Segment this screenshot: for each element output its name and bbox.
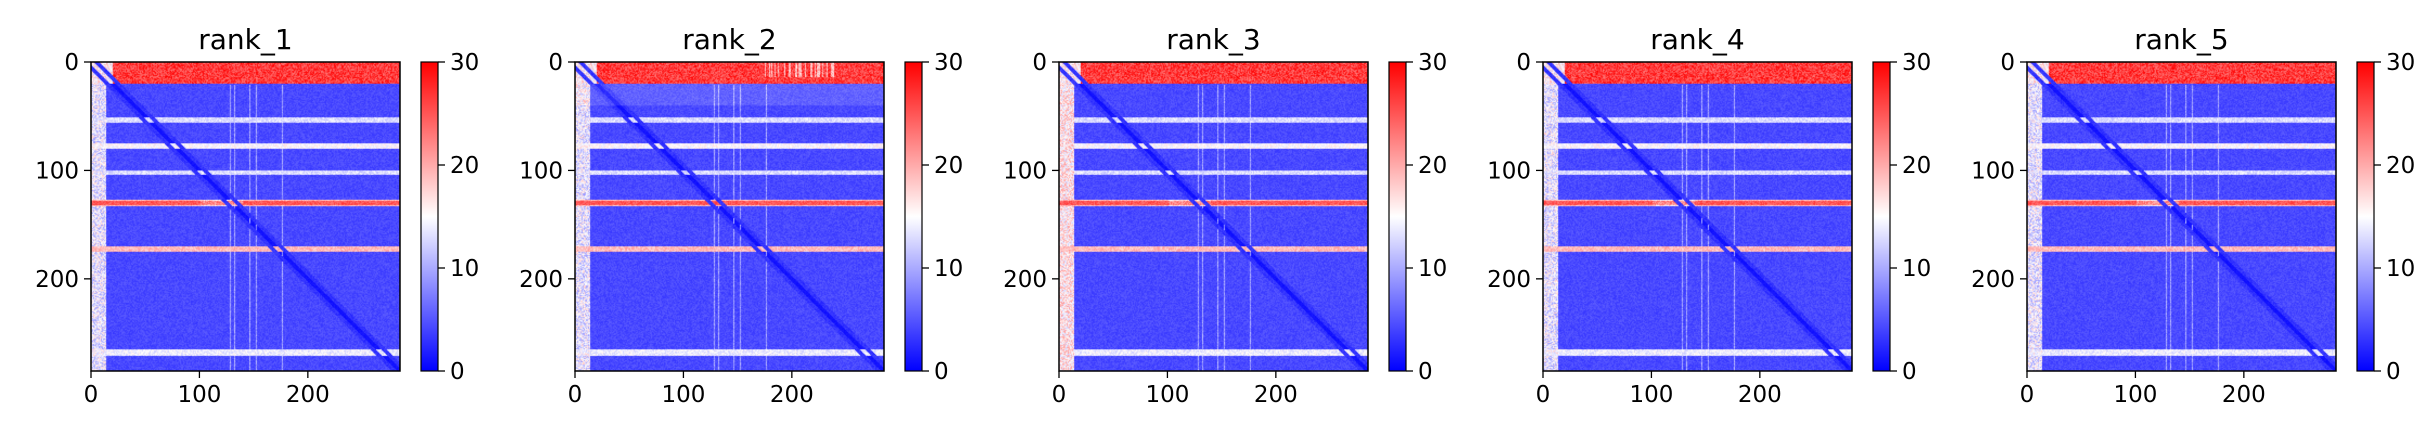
panel-title: rank_4	[1650, 23, 1744, 56]
y-tick-label: 0	[2000, 50, 2015, 76]
y-tick-label: 100	[1003, 158, 1047, 184]
y-tick-label: 200	[35, 267, 79, 293]
colorbar-tick-label: 0	[450, 359, 465, 385]
colorbar-tick-label: 10	[934, 256, 963, 282]
heatmap-image	[91, 62, 400, 371]
heatmap-panel-5: rank_5 0 100 200 0 100 200 0 10 20 30	[1971, 23, 2415, 408]
y-tick-label: 0	[548, 50, 563, 76]
y-tick-label: 200	[1487, 267, 1531, 293]
x-tick-label: 200	[286, 382, 330, 408]
x-tick-label: 100	[661, 382, 705, 408]
colorbar-tick-label: 20	[1418, 153, 1447, 179]
heatmap-image	[575, 62, 884, 371]
y-tick-label: 200	[519, 267, 563, 293]
heatmap-panel-4: rank_4 0 100 200 0 100 200 0 10 20 30	[1487, 23, 1931, 408]
x-tick-label: 100	[1629, 382, 1673, 408]
x-tick-label: 100	[177, 382, 221, 408]
y-tick-label: 0	[1032, 50, 1047, 76]
colorbar-tick-label: 0	[1902, 359, 1917, 385]
panel-title: rank_2	[682, 23, 776, 56]
panel-title: rank_3	[1166, 23, 1260, 56]
colorbar-tick-label: 10	[450, 256, 479, 282]
heatmap-panel-2: rank_2 0 100 200 0 100 200 0 10 20 30	[519, 23, 963, 408]
y-tick-label: 100	[1487, 158, 1531, 184]
colorbar-tick-label: 10	[2386, 256, 2415, 282]
x-tick-label: 0	[568, 382, 583, 408]
y-tick-label: 100	[35, 158, 79, 184]
axes-frame	[2026, 61, 2337, 372]
y-tick-label: 100	[519, 158, 563, 184]
colorbar-tick-label: 20	[450, 153, 479, 179]
colorbar-tick-label: 30	[934, 50, 963, 76]
y-tick-label: 200	[1003, 267, 1047, 293]
colorbar-tick-label: 30	[450, 50, 479, 76]
x-tick-label: 0	[1052, 382, 1067, 408]
colorbar-tick-label: 20	[2386, 153, 2415, 179]
y-tick-label: 200	[1971, 267, 2015, 293]
x-tick-label: 200	[2222, 382, 2266, 408]
colorbar-tick-label: 30	[1418, 50, 1447, 76]
colorbar-tick-label: 0	[934, 359, 949, 385]
y-tick-label: 0	[64, 50, 79, 76]
colorbar-tick-label: 20	[934, 153, 963, 179]
colorbar-tick-label: 0	[2386, 359, 2401, 385]
x-tick-label: 200	[770, 382, 814, 408]
y-tick-label: 0	[1516, 50, 1531, 76]
panel-title: rank_5	[2134, 23, 2228, 56]
heatmap-panel-1: rank_1 0 100 200 0 100 200 0 10 20 30	[35, 23, 479, 408]
x-tick-label: 0	[84, 382, 99, 408]
heatmap-image	[1059, 62, 1368, 371]
axes-frame	[1542, 61, 1853, 372]
axes-frame	[1058, 61, 1369, 372]
heatmap-panel-3: rank_3 0 100 200 0 100 200 0 10 20 30	[1003, 23, 1447, 408]
colorbar	[1872, 61, 1891, 372]
heatmap-image	[1543, 62, 1852, 371]
x-tick-label: 0	[2020, 382, 2035, 408]
colorbar-tick-label: 0	[1418, 359, 1433, 385]
panel-title: rank_1	[198, 23, 292, 56]
x-tick-label: 100	[2113, 382, 2157, 408]
x-tick-label: 200	[1738, 382, 1782, 408]
x-tick-label: 0	[1536, 382, 1551, 408]
x-tick-label: 200	[1254, 382, 1298, 408]
colorbar-tick-label: 30	[1902, 50, 1931, 76]
colorbar-tick-label: 30	[2386, 50, 2415, 76]
y-tick-label: 100	[1971, 158, 2015, 184]
colorbar-tick-label: 10	[1902, 256, 1931, 282]
colorbar-tick-label: 10	[1418, 256, 1447, 282]
axes-frame	[90, 61, 401, 372]
colorbar	[1388, 61, 1407, 372]
axes-frame	[574, 61, 885, 372]
colorbar	[904, 61, 923, 372]
colorbar	[420, 61, 439, 372]
colorbar-tick-label: 20	[1902, 153, 1931, 179]
heatmap-image	[2027, 62, 2336, 371]
colorbar	[2356, 61, 2375, 372]
x-tick-label: 100	[1145, 382, 1189, 408]
